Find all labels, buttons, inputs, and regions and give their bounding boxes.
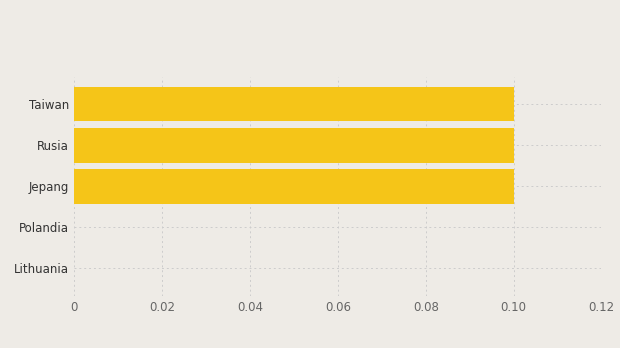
Bar [74, 128, 513, 163]
Bar [74, 87, 513, 121]
Bar [74, 169, 513, 204]
